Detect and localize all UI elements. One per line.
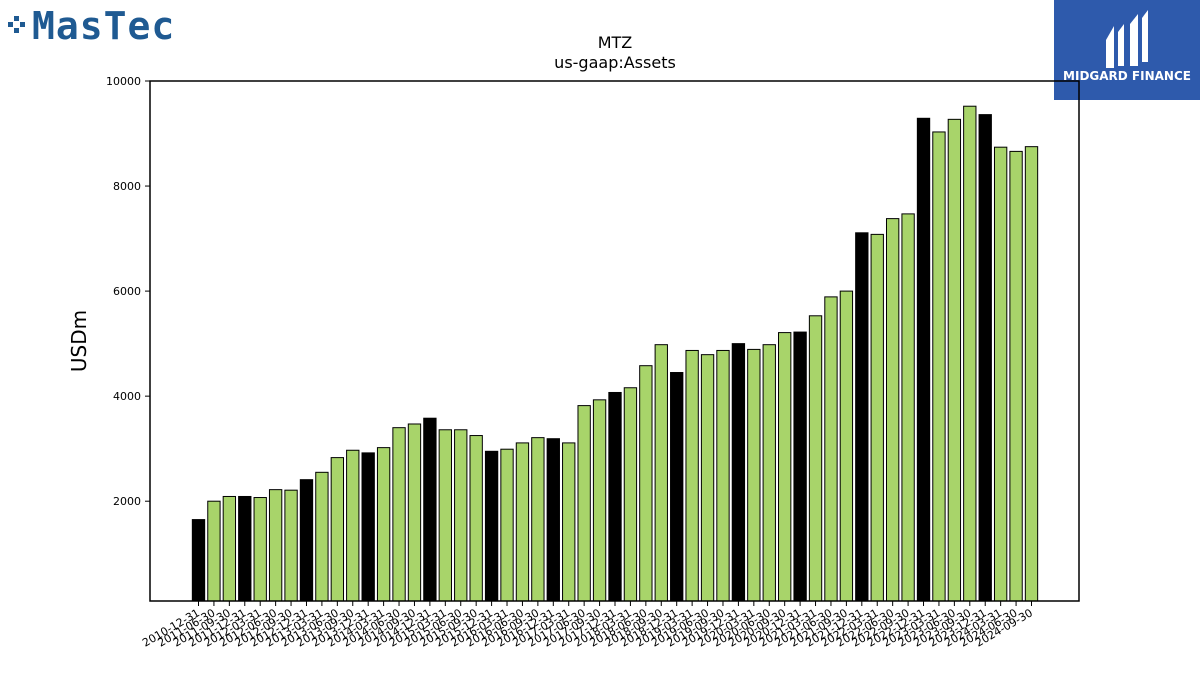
bar-2013-12-31 — [361, 452, 375, 602]
bar-2014-06-30 — [392, 427, 406, 602]
bar-2020-06-30 — [762, 344, 776, 602]
y-tick-label: 2000 — [113, 495, 141, 508]
y-tick-label: 8000 — [113, 180, 141, 193]
bar-2023-06-30 — [947, 118, 962, 602]
bar-2019-06-30 — [700, 354, 715, 602]
chart-subtitle: us-gaap:Assets — [554, 53, 676, 72]
bar-2014-12-31 — [423, 417, 437, 602]
bar-2014-09-30 — [407, 423, 422, 602]
bar-2011-09-30 — [222, 495, 237, 602]
bar-2020-12-31 — [793, 331, 807, 602]
bar-2022-09-30 — [901, 213, 915, 602]
plot-frame — [149, 80, 1080, 602]
bar-2015-03-31 — [438, 429, 452, 602]
bar-2012-03-31 — [253, 497, 267, 602]
bar-2021-09-30 — [839, 290, 854, 602]
y-tick-label: 10000 — [106, 75, 141, 88]
bar-2024-03-31 — [993, 146, 1008, 602]
bar-2016-12-31 — [546, 438, 560, 602]
y-axis-label: USDm — [67, 310, 91, 372]
bar-2021-06-30 — [824, 296, 838, 602]
bar-2018-12-31 — [670, 372, 684, 602]
bar-2021-03-31 — [808, 315, 823, 602]
bar-2014-03-31 — [376, 447, 391, 602]
bar-2023-09-30 — [963, 105, 977, 602]
bar-2024-09-30 — [1024, 146, 1039, 602]
chart-title: MTZ — [598, 33, 633, 52]
bar-2017-09-30 — [592, 399, 607, 602]
bar-2018-03-31 — [623, 387, 638, 602]
bar-2013-09-30 — [346, 449, 360, 602]
y-tick-label: 4000 — [113, 390, 141, 403]
bar-2019-09-30 — [716, 349, 730, 602]
bar-2020-09-30 — [778, 332, 792, 602]
bar-2020-03-31 — [747, 348, 761, 602]
bars-group — [191, 105, 1039, 602]
bar-2015-12-31 — [484, 450, 499, 602]
bar-2019-03-31 — [685, 349, 699, 602]
midgard-logo-text: MIDGARD FINANCE — [1063, 69, 1191, 83]
mastec-logo-text: MasTec — [32, 4, 176, 48]
bar-2010-12-31 — [191, 519, 206, 602]
bar-2021-12-31 — [855, 232, 869, 602]
y-ticks-group: 2000 4000 6000 8000 10000 — [106, 75, 150, 508]
bar-2019-12-31 — [731, 343, 746, 602]
bar-2016-03-31 — [500, 448, 514, 602]
bar-2015-06-30 — [454, 429, 468, 602]
bar-2022-03-31 — [870, 233, 884, 602]
bar-2012-06-30 — [268, 489, 283, 602]
bar-2012-09-30 — [284, 489, 298, 602]
bar-2016-09-30 — [531, 437, 545, 602]
x-ticks-group: 2010-12-312011-06-302011-09-302011-12-31… — [140, 601, 1035, 650]
bar-2011-12-31 — [238, 495, 252, 602]
bar-2023-03-31 — [932, 131, 946, 602]
bar-2012-12-31 — [299, 479, 314, 602]
bar-2011-06-30 — [207, 500, 221, 602]
bar-2024-06-30 — [1009, 150, 1023, 602]
bar-2015-09-30 — [469, 435, 483, 602]
bar-2022-06-30 — [885, 218, 900, 602]
bar-2013-06-30 — [330, 457, 345, 602]
bar-2023-12-31 — [978, 114, 992, 602]
bar-2013-03-31 — [315, 471, 329, 602]
mastec-logo-mark-icon — [8, 16, 25, 33]
bar-2016-06-30 — [515, 442, 530, 602]
bar-2017-06-30 — [577, 405, 591, 602]
bar-2017-03-31 — [562, 442, 576, 602]
bar-2018-09-30 — [654, 344, 668, 602]
bar-2018-06-30 — [639, 365, 653, 602]
bar-2022-12-31 — [916, 117, 931, 602]
bar-2017-12-31 — [608, 391, 622, 602]
y-tick-label: 6000 — [113, 285, 141, 298]
